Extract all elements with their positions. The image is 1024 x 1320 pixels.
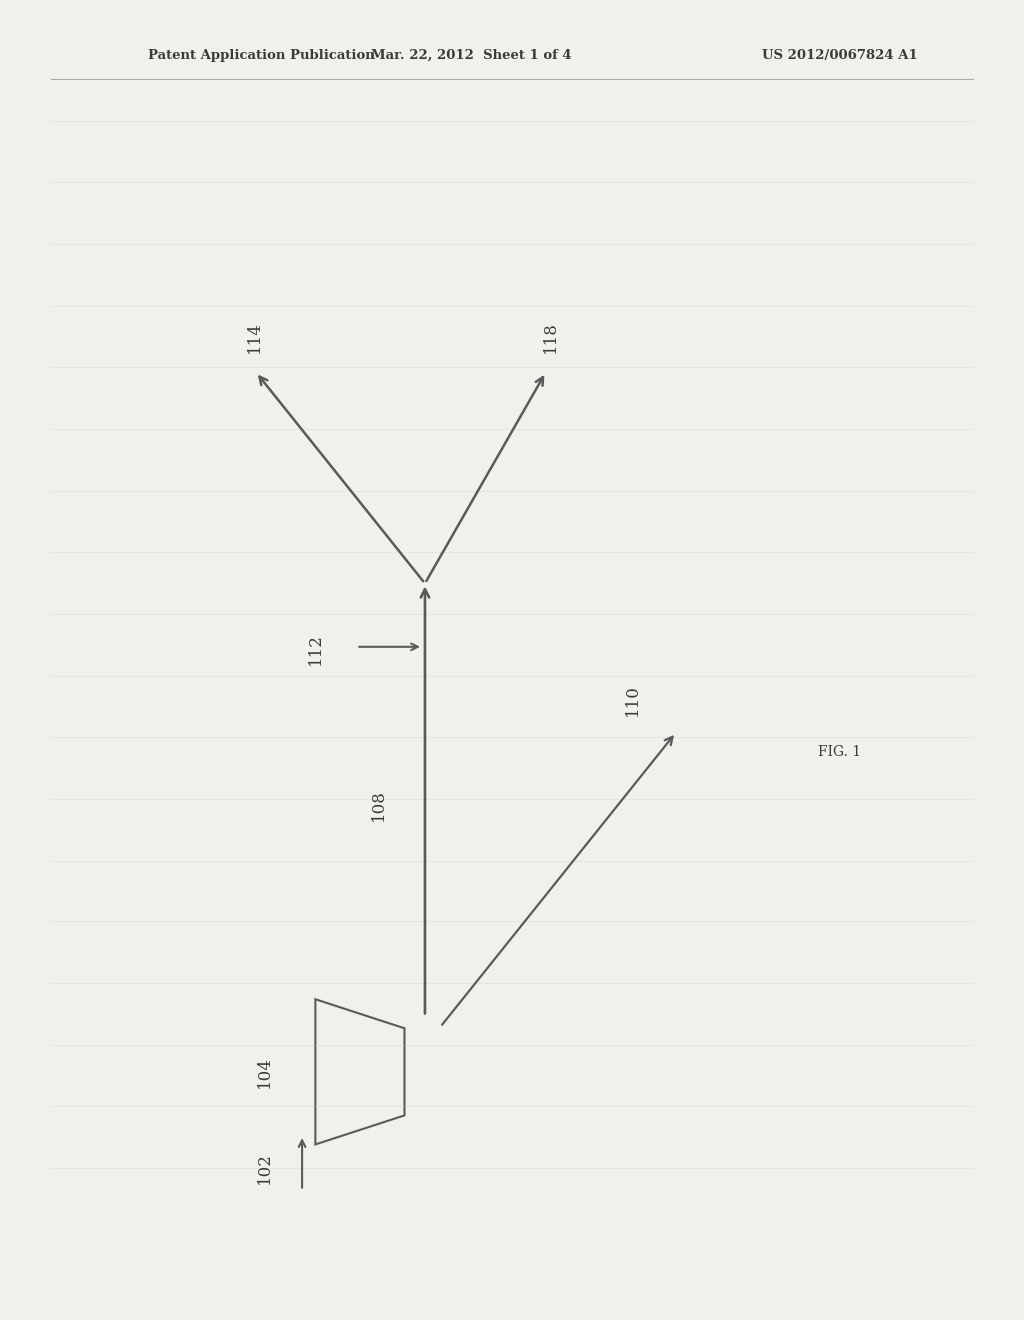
Text: 108: 108 xyxy=(371,789,387,821)
Text: FIG. 1: FIG. 1 xyxy=(818,746,861,759)
Text: 102: 102 xyxy=(256,1152,272,1184)
Text: 110: 110 xyxy=(625,684,641,715)
Text: 118: 118 xyxy=(543,321,559,352)
Text: 104: 104 xyxy=(256,1056,272,1088)
Text: 114: 114 xyxy=(246,321,262,352)
Text: US 2012/0067824 A1: US 2012/0067824 A1 xyxy=(762,49,918,62)
Text: 112: 112 xyxy=(307,634,324,665)
Text: Patent Application Publication: Patent Application Publication xyxy=(148,49,375,62)
Text: Mar. 22, 2012  Sheet 1 of 4: Mar. 22, 2012 Sheet 1 of 4 xyxy=(371,49,571,62)
